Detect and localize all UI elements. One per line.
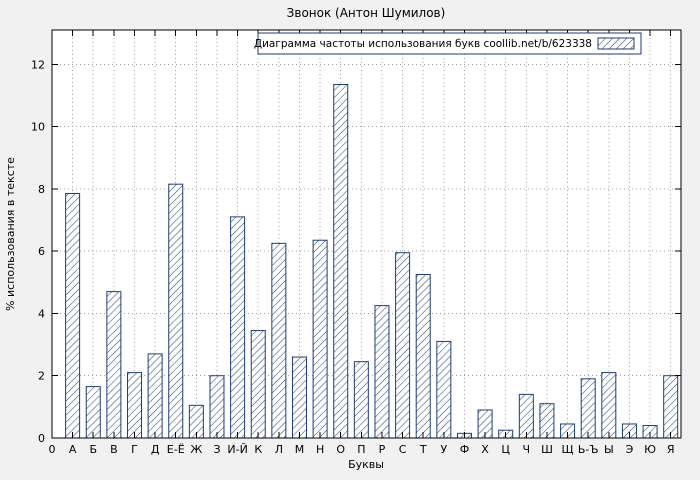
x-tick-label: Ф [460,443,469,456]
x-tick-label: Х [481,443,489,456]
x-tick-label: Р [379,443,386,456]
bar-Ч [518,393,534,439]
x-tick-label: Э [626,443,634,456]
bar-Е-Ё [168,183,184,439]
legend-label: Диаграмма частоты использования букв coo… [254,38,592,50]
legend-swatch [597,37,635,50]
x-tick-label: Е-Ё [167,443,185,456]
y-tick-label: 6 [38,245,45,258]
x-tick-label: Ы [604,443,614,456]
x-tick-label: Ц [501,443,510,456]
bar-Д [147,353,163,439]
bar-С [395,252,411,439]
y-tick-label: 10 [31,121,45,134]
x-tick-label: К [254,443,262,456]
x-tick-label: П [357,443,365,456]
x-tick-label: Н [316,443,324,456]
x-tick-label: С [399,443,407,456]
x-tick-label: И-Й [227,443,247,456]
legend: Диаграмма частоты использования букв coo… [254,32,642,55]
x-tick-label: Т [419,443,427,456]
y-tick-label: 2 [38,370,45,383]
bar-Б [85,386,101,439]
bar-В [106,291,122,439]
bar-И-Й [230,216,246,439]
chart-title: Звонок (Антон Шумилов) [287,6,446,20]
x-tick-label: Ь-Ъ [578,443,599,456]
bar-Г [126,372,142,439]
bar-А [65,193,81,439]
x-tick-label: Ч [523,443,531,456]
bar-Ь-Ъ [580,378,596,439]
bars [65,84,679,439]
x-tick-label: Б [89,443,97,456]
y-axis-label: % использования в тексте [4,157,17,311]
bar-П [353,361,369,439]
x-tick-label: Ю [644,443,656,456]
plot-border [51,29,682,439]
x-tick-label: Щ [562,443,574,456]
x-tick-label: Ж [190,443,202,456]
x-tick-label: О [336,443,345,456]
bar-К [250,330,266,439]
x-tick-label: Г [131,443,138,456]
bar-Н [312,239,328,439]
x-tick-label: В [110,443,118,456]
bar-О [333,84,349,439]
bar-Я [663,375,679,439]
x-origin-label: 0 [49,443,56,456]
bar-З [209,375,225,439]
bar-Л [271,242,287,439]
bar-Т [415,273,431,439]
x-tick-label: З [213,443,220,456]
x-tick-label: Д [151,443,160,456]
bar-М [291,356,307,439]
x-tick-label: Я [667,443,675,456]
x-tick-label: Ш [541,443,553,456]
y-tick-label: 0 [38,432,45,445]
y-tick-label: 12 [31,58,45,71]
bar-Р [374,305,390,439]
bar-У [436,340,452,439]
x-tick-label: А [69,443,77,456]
legend-box [257,32,642,55]
y-tick-label: 8 [38,183,45,196]
y-tick-label: 4 [38,307,45,320]
bar-Ы [601,372,617,439]
x-tick-label: У [440,443,447,456]
x-tick-label: Л [275,443,283,456]
x-axis-label: Буквы [348,458,384,471]
x-tick-label: М [295,443,305,456]
